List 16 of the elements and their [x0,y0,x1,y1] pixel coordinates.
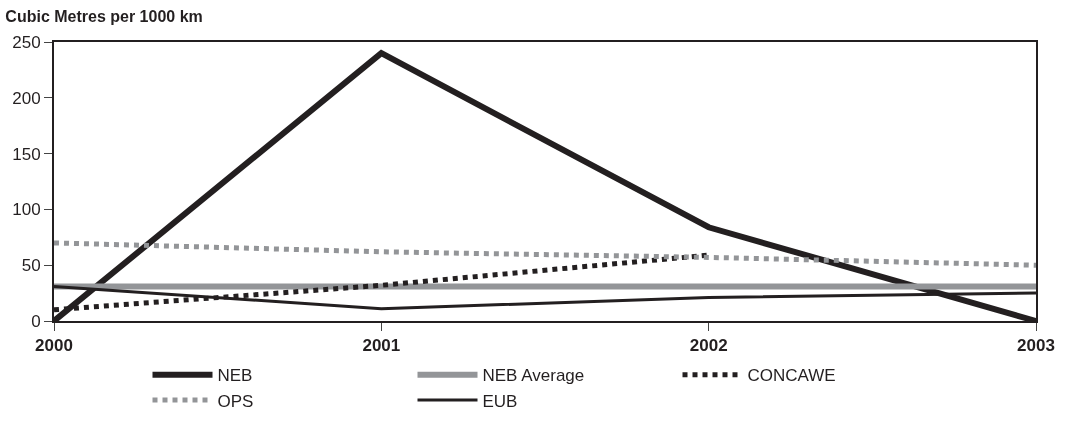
y-tick-label: 50 [21,256,41,276]
x-tick-label: 2003 [1017,336,1055,356]
legend-label: NEB [217,366,253,386]
y-tick-label: 0 [31,311,41,331]
legend-label: NEB Average [482,366,585,386]
y-tick-label: 100 [12,200,41,220]
legend-label: OPS [217,391,254,411]
y-tick-label: 200 [12,88,41,108]
legend-label: CONCAWE [747,366,836,386]
x-tick-label: 2001 [362,336,401,356]
y-tick-label: 150 [12,144,41,164]
legend-label: EUB [482,391,518,411]
x-tick-label: 2000 [35,336,73,356]
chart-title: Cubic Metres per 1000 km [5,7,203,25]
y-tick-label: 250 [12,32,41,52]
x-tick-label: 2002 [689,336,728,356]
